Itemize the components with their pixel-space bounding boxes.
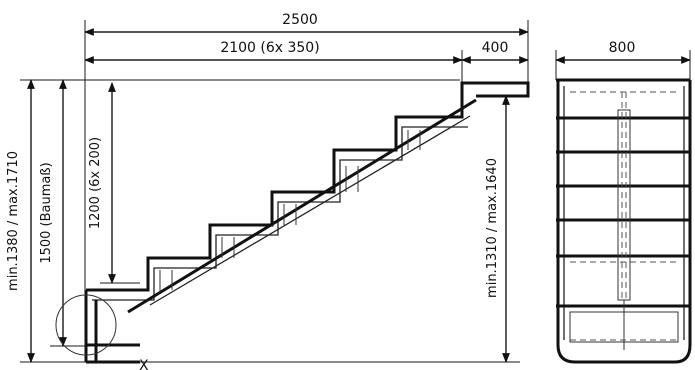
dim-stair-width: 800 xyxy=(555,40,691,64)
dim-run-width-label: 2100 (6x 350) xyxy=(220,40,319,56)
dim-landing-width: 400 xyxy=(461,40,529,64)
dim-total-width-label: 2500 xyxy=(282,12,318,28)
stringer xyxy=(127,98,477,314)
dim-ceiling-height: 1500 (Baumaß) xyxy=(39,79,67,347)
extension-lines xyxy=(20,20,691,363)
dim-right-height-label: min.1310 / max.1640 xyxy=(485,158,500,298)
dim-overall-height: min.1380 / max.1710 xyxy=(6,79,35,363)
stair-foot xyxy=(84,290,140,364)
dim-rise-height: 1200 (6x 200) xyxy=(88,82,116,284)
stair-front-view xyxy=(556,78,692,364)
dim-total-width: 2500 xyxy=(84,12,529,36)
dim-right-height: min.1310 / max.1640 xyxy=(485,95,510,363)
detail-circle xyxy=(55,294,117,356)
stair-tread-profile xyxy=(86,81,530,292)
dim-stair-width-label: 800 xyxy=(609,40,636,56)
dim-rise-height-label: 1200 (6x 200) xyxy=(88,137,103,229)
dim-ceiling-height-label: 1500 (Baumaß) xyxy=(39,162,54,263)
dim-overall-height-label: min.1380 / max.1710 xyxy=(6,151,21,291)
detail-marker-x: X xyxy=(139,358,149,370)
dim-run-width: 2100 (6x 350) xyxy=(84,40,463,64)
front-treads xyxy=(556,78,690,308)
dim-landing-width-label: 400 xyxy=(482,40,509,56)
stair-side-view: X xyxy=(55,81,530,370)
